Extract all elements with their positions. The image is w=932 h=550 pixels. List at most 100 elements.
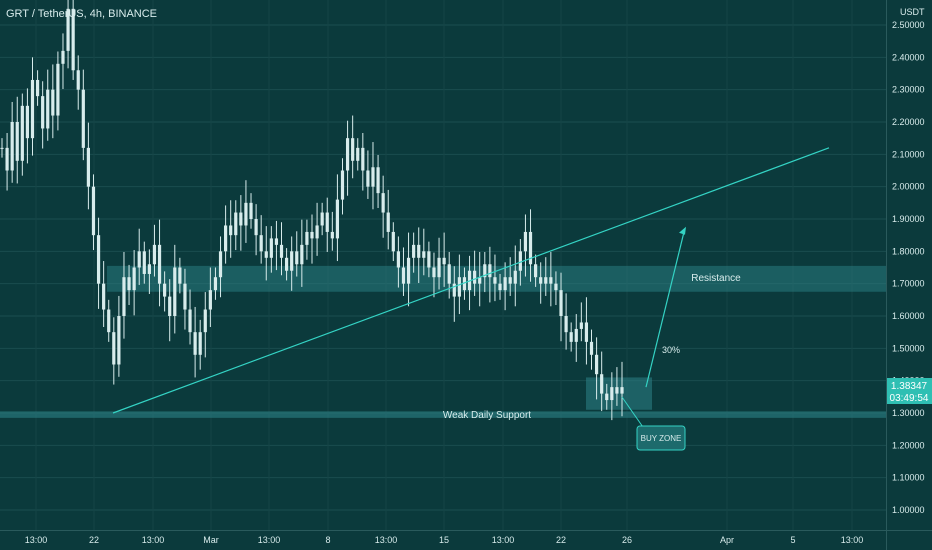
- price-tick-label: 2.20000: [892, 117, 925, 127]
- callout-line: [621, 396, 646, 431]
- candle-body: [335, 199, 340, 239]
- resistance-label: Resistance: [691, 273, 741, 284]
- candle-body: [86, 147, 90, 187]
- price-tick-label: 2.40000: [892, 52, 925, 62]
- candle-body: [0, 147, 4, 149]
- candle-body: [112, 332, 116, 365]
- candle-body: [513, 270, 517, 284]
- candle-body: [478, 277, 482, 284]
- candle-body: [340, 170, 345, 200]
- price-tick-label: 1.50000: [892, 343, 925, 353]
- last-price-tag: 1.38347 03:49:54: [887, 378, 932, 404]
- candle-body: [173, 267, 177, 316]
- candle-body: [594, 354, 599, 375]
- candle-body: [122, 277, 126, 316]
- candle-body: [239, 212, 243, 226]
- candle-body: [351, 138, 355, 161]
- candle-body: [356, 147, 360, 161]
- candle-body: [203, 309, 207, 333]
- candle-body: [584, 322, 589, 342]
- candle-body: [259, 235, 263, 252]
- candle-body: [234, 212, 238, 236]
- candle-body: [345, 138, 350, 171]
- candle-body: [10, 122, 14, 171]
- candle-body: [41, 96, 45, 129]
- price-tick-label: 1.10000: [892, 473, 925, 483]
- candle-body: [269, 238, 273, 258]
- time-tick-label: 13:00: [375, 535, 398, 545]
- candle-body: [127, 277, 131, 291]
- candle-body: [188, 309, 192, 333]
- candle-body: [91, 186, 96, 236]
- candle-body: [391, 231, 395, 252]
- candle-body: [295, 251, 299, 265]
- candle-body: [107, 309, 111, 333]
- ascending-trendline: [112, 147, 830, 414]
- bar-countdown: 03:49:54: [890, 393, 929, 404]
- candle-body: [96, 235, 101, 284]
- candle-body: [102, 283, 106, 310]
- candle-body: [35, 79, 40, 97]
- last-price-tag-bg: [887, 378, 932, 404]
- price-axis: USDT 2.50000 2.40000 2.30000 2.20000 2.10000…: [892, 7, 925, 515]
- time-tick-label: Mar: [203, 535, 219, 545]
- candle-body: [157, 244, 162, 284]
- candle-body: [325, 212, 329, 232]
- candle-body: [117, 316, 121, 365]
- candle-body: [81, 89, 85, 148]
- candle-body: [147, 264, 151, 274]
- time-tick-label: 26: [622, 535, 632, 545]
- candle-body: [412, 244, 416, 258]
- candle-body: [244, 202, 248, 226]
- candle-body: [305, 231, 309, 245]
- candle-body: [503, 277, 507, 291]
- candle-body: [15, 122, 19, 161]
- candle-body: [193, 332, 197, 355]
- chart-title: GRT / TetherUS, 4h, BINANCE: [6, 8, 157, 20]
- candle-body: [544, 277, 548, 284]
- candle-body: [462, 277, 467, 291]
- support-zone: [0, 411, 886, 418]
- candle-body: [142, 251, 146, 274]
- candle-body: [224, 225, 228, 252]
- candle-body: [300, 244, 304, 265]
- candle-body: [523, 231, 528, 252]
- candle-body: [152, 244, 157, 265]
- move-percent-label: 30%: [662, 345, 680, 355]
- price-tick-label: 1.00000: [892, 505, 925, 515]
- candle-body: [569, 332, 573, 342]
- price-tick-label: 1.30000: [892, 408, 925, 418]
- buy-zone-rect: [586, 377, 652, 410]
- candle-body: [376, 167, 380, 194]
- time-tick-label: 13:00: [25, 535, 48, 545]
- candle-body: [20, 105, 24, 161]
- time-tick-label: 5: [790, 535, 795, 545]
- time-tick-label: Apr: [720, 535, 734, 545]
- candle-body: [183, 283, 187, 310]
- candle-body: [5, 147, 9, 171]
- candle-body: [279, 244, 284, 258]
- candle-body: [452, 283, 456, 297]
- time-tick-label: 13:00: [841, 535, 864, 545]
- candle-body: [137, 251, 141, 268]
- candle-body: [366, 170, 370, 187]
- candle-body: [229, 225, 233, 236]
- candle-body: [483, 264, 487, 278]
- candle-body: [600, 374, 604, 394]
- candle-body: [71, 8, 75, 71]
- candle-body: [447, 264, 451, 284]
- candle-body: [198, 332, 202, 355]
- candle-body: [559, 290, 563, 316]
- price-tick-label: 1.20000: [892, 440, 925, 450]
- candle-body: [493, 277, 497, 284]
- price-tick-label: 1.90000: [892, 214, 925, 224]
- candle-body: [371, 167, 375, 187]
- candlestick-series: [0, 0, 624, 421]
- time-axis: 13:00 22 13:00 Mar 13:00 8 13:00 15 13:00 22 26 Apr…: [25, 535, 864, 545]
- candle-body: [579, 322, 583, 329]
- time-tick-label: 22: [89, 535, 99, 545]
- candle-body: [620, 387, 624, 394]
- candle-body: [274, 238, 279, 245]
- candle-body: [284, 257, 289, 271]
